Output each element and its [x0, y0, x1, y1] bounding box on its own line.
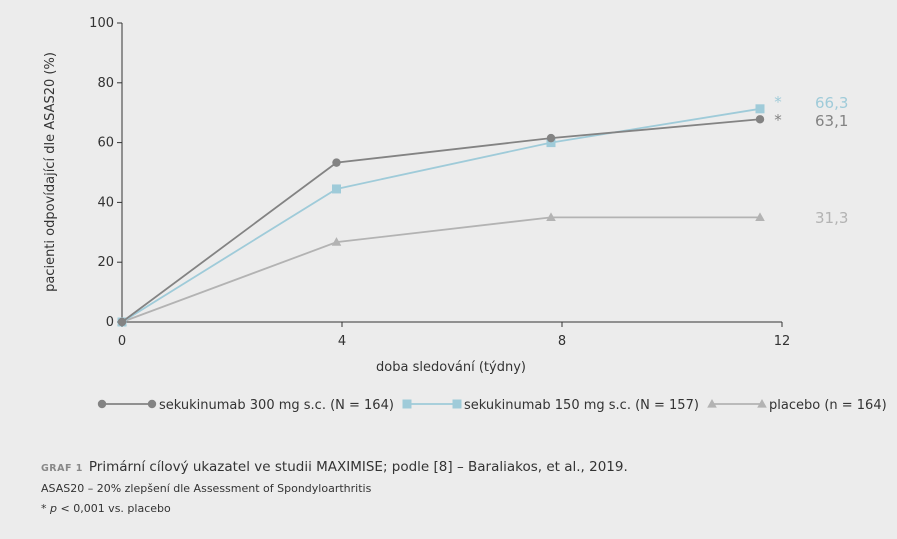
legend-label: placebo (n = 164)	[769, 398, 887, 413]
data-point	[117, 317, 127, 327]
legend-marker	[452, 399, 462, 409]
legend-marker	[97, 399, 107, 409]
data-point	[755, 104, 765, 114]
series-line	[121, 118, 761, 323]
y-tick-label: 60	[97, 136, 114, 151]
legend-item: placebo (n = 164)	[707, 398, 887, 413]
caption-tag: GRAF 1	[41, 463, 83, 474]
series-layer: * 66,3 * 63,1 31,3	[117, 93, 848, 327]
end-value-label: 66,3	[815, 94, 848, 112]
y-tick-label: 80	[97, 76, 114, 91]
footnote-star: *	[41, 502, 47, 515]
legend-item: sekukinumab 150 mg s.c. (N = 157)	[402, 398, 699, 413]
series-line	[121, 216, 760, 323]
y-tick-label: 20	[97, 255, 114, 270]
data-point	[755, 115, 765, 124]
end-value-label: 63,1	[815, 112, 848, 130]
series-circle	[117, 115, 765, 327]
y-axis-label: pacienti odpovídající dle ASAS20 (%)	[43, 52, 58, 292]
figure-caption: GRAF 1 Primární cílový ukazatel ve studii…	[41, 459, 881, 515]
data-point	[332, 184, 341, 194]
y-tick-label: 100	[89, 16, 114, 31]
x-tick-label: 8	[558, 334, 566, 349]
footnote-rest: < 0,001 vs. placebo	[60, 502, 171, 515]
line-chart: pacienti odpovídající dle ASAS20 (%) dob…	[43, 16, 887, 413]
caption-title-line: GRAF 1 Primární cílový ukazatel ve studii…	[41, 459, 881, 475]
legend-label: sekukinumab 300 mg s.c. (N = 164)	[159, 398, 394, 413]
x-axis-label: doba sledování (týdny)	[376, 360, 526, 375]
data-point	[546, 138, 556, 148]
data-point	[546, 133, 556, 143]
data-point	[331, 237, 342, 246]
axes: 0 20 40 60 80 100 0 4 8 12	[89, 16, 790, 349]
y-tick-label: 0	[106, 315, 114, 330]
data-point	[755, 212, 765, 221]
footnote-p: p	[50, 502, 57, 515]
x-tick-label: 0	[118, 334, 126, 349]
legend-marker	[147, 399, 157, 409]
caption-title: Primární cílový ukazatel ve studii MAXIM…	[88, 459, 628, 475]
series-triangle	[117, 212, 765, 326]
end-value-label: 31,3	[815, 209, 848, 227]
series-square	[117, 104, 765, 327]
caption-footnote: * p < 0,001 vs. placebo	[41, 502, 881, 515]
y-tick-label: 40	[97, 195, 114, 210]
data-point	[546, 212, 556, 221]
legend-marker	[707, 399, 717, 408]
x-tick-label: 12	[774, 334, 791, 349]
caption-note: ASAS20 – 20% zlepšení dle Assessment of …	[41, 482, 372, 495]
legend-marker	[402, 399, 412, 409]
series-line	[121, 107, 761, 323]
data-point	[332, 158, 341, 167]
legend-item: sekukinumab 300 mg s.c. (N = 164)	[97, 398, 394, 413]
legend-marker	[757, 399, 767, 408]
legend-label: sekukinumab 150 mg s.c. (N = 157)	[464, 398, 699, 413]
significance-star: *	[774, 111, 782, 129]
legend: sekukinumab 300 mg s.c. (N = 164) sekukin…	[97, 398, 887, 413]
x-tick-label: 4	[338, 334, 346, 349]
significance-star: *	[774, 93, 782, 111]
